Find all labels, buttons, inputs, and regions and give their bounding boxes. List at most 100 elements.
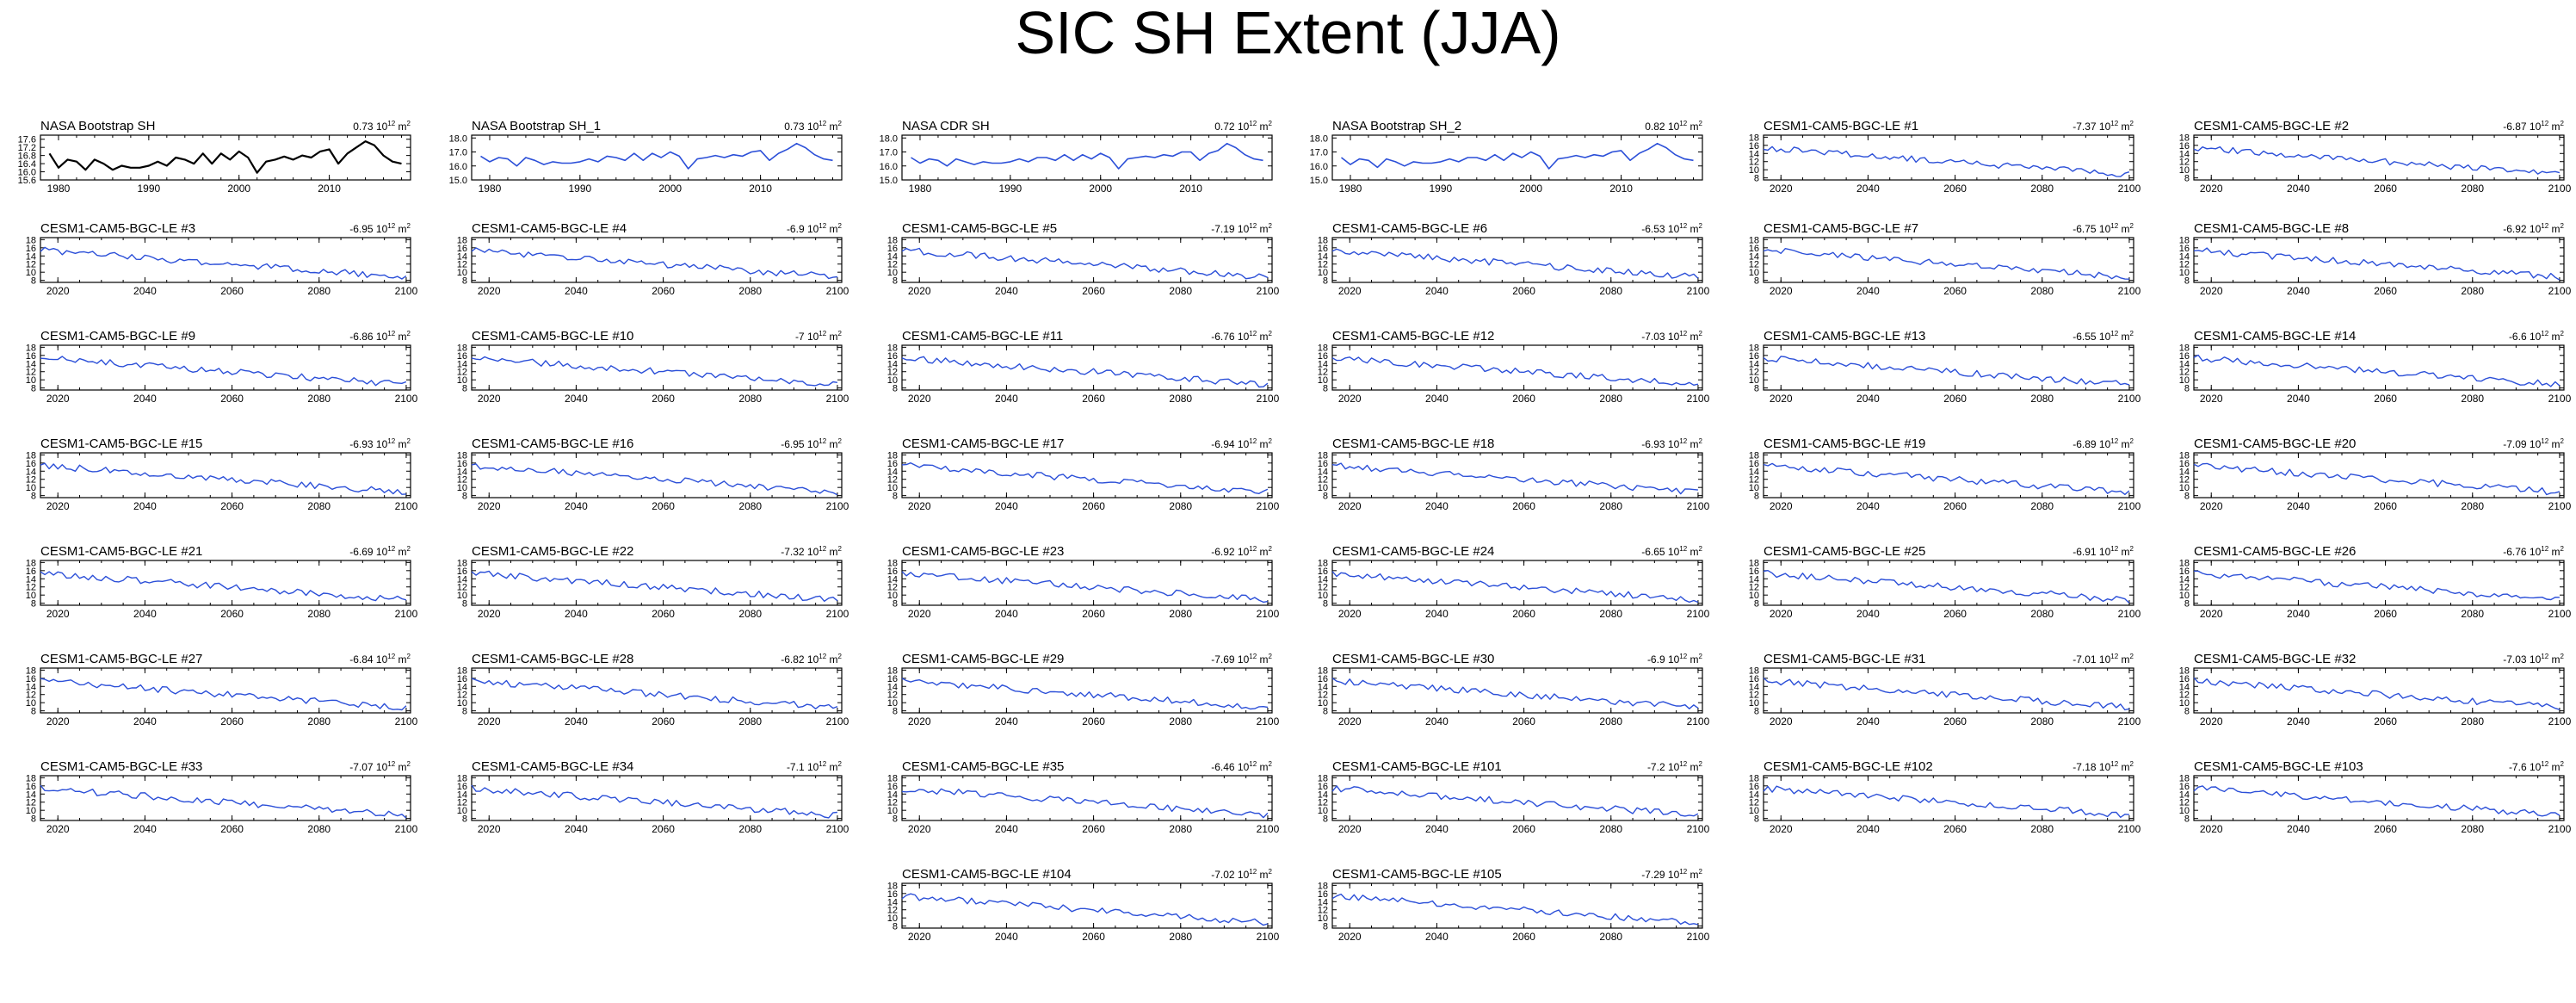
y-tick-label: 16 <box>1749 351 1759 362</box>
y-tick-label: 16 <box>1749 244 1759 254</box>
y-tick-label: 16 <box>2179 244 2190 254</box>
y-tick-label: 14 <box>26 682 36 692</box>
panel-title: CESM1-CAM5-BGC-LE #9 <box>40 329 195 344</box>
y-tick-label: 18 <box>2179 450 2190 461</box>
y-tick-label: 18 <box>1749 773 1759 783</box>
trend-label: -6.55 1012 m2 <box>2073 330 2134 343</box>
trend-label: -7.37 1012 m2 <box>2073 120 2134 133</box>
trend-label: -6.95 1012 m2 <box>781 437 842 450</box>
x-tick-label: 2040 <box>565 500 588 512</box>
trend-label: -7.03 1012 m2 <box>2503 653 2564 666</box>
y-tick-label: 10 <box>26 483 36 493</box>
x-tick-label: 2020 <box>1338 715 1362 727</box>
plot-frame <box>2193 452 2565 498</box>
x-tick-label: 2060 <box>220 393 244 405</box>
y-tick-label: 14 <box>26 467 36 477</box>
x-tick-label: 2000 <box>658 183 682 195</box>
plot-frame <box>471 775 843 821</box>
y-tick-label: 18 <box>457 666 467 676</box>
y-tick-label: 18 <box>1318 773 1328 783</box>
series-line <box>2193 462 2561 496</box>
x-tick-label: 2100 <box>1687 715 1710 727</box>
y-tick-label: 10 <box>26 806 36 816</box>
panel-title: CESM1-CAM5-BGC-LE #1 <box>1764 119 1918 133</box>
x-tick-label: 2020 <box>908 500 931 512</box>
y-tick-label: 14 <box>887 682 898 692</box>
x-tick-label: 2080 <box>2461 608 2484 620</box>
y-tick-label: 14 <box>1749 251 1759 262</box>
trend-label: -6.92 1012 m2 <box>1211 545 1272 558</box>
panel-title: CESM1-CAM5-BGC-LE #20 <box>2194 436 2356 451</box>
x-tick-label: 2040 <box>133 608 157 620</box>
y-tick-label: 14 <box>1318 897 1328 907</box>
y-tick-label: 10 <box>457 375 467 386</box>
y-tick-label: 16 <box>1318 567 1328 577</box>
y-tick-label: 10 <box>457 483 467 493</box>
x-tick-label: 2060 <box>1512 715 1535 727</box>
series-line <box>471 678 838 709</box>
chart-panel-member-5: CESM1-CAM5-BGC-LE #5 -7.19 1012 m2 2020 204… <box>887 221 1280 297</box>
x-tick-label: 1980 <box>479 183 502 195</box>
plot-frame <box>1763 134 2134 181</box>
trend-label: -6.91 1012 m2 <box>2073 545 2134 558</box>
series-line <box>1763 356 2130 386</box>
x-tick-label: 2100 <box>2548 823 2572 835</box>
y-tick-label: 16 <box>1318 889 1328 900</box>
y-tick-label: 12 <box>26 798 36 808</box>
x-tick-label: 2020 <box>2200 285 2223 297</box>
y-tick-label: 10 <box>26 698 36 709</box>
plot-frame <box>40 134 411 181</box>
y-tick-label: 12 <box>1749 368 1759 378</box>
panel-title: CESM1-CAM5-BGC-LE #19 <box>1764 436 1925 451</box>
trend-label: -7.01 1012 m2 <box>2073 653 2134 666</box>
y-tick-label: 18 <box>2179 133 2190 143</box>
panel-title: NASA Bootstrap SH <box>40 119 155 133</box>
series-line <box>2193 570 2560 601</box>
series-line <box>1331 785 1699 817</box>
x-tick-label: 2040 <box>1425 823 1449 835</box>
y-tick-label: 16 <box>457 567 467 577</box>
x-tick-label: 2060 <box>1082 393 1105 405</box>
x-tick-label: 2100 <box>826 285 849 297</box>
y-tick-label: 14 <box>1749 467 1759 477</box>
x-tick-label: 2020 <box>908 715 931 727</box>
x-tick-label: 2040 <box>133 715 157 727</box>
x-tick-label: 2000 <box>227 183 250 195</box>
y-tick-label: 10 <box>457 591 467 601</box>
chart-panel-member-13: CESM1-CAM5-BGC-LE #13 -6.55 1012 m2 2020 20… <box>1749 329 2141 405</box>
x-tick-label: 2060 <box>1943 823 1967 835</box>
panel-title: CESM1-CAM5-BGC-LE #21 <box>40 544 202 559</box>
x-tick-label: 2100 <box>2548 500 2572 512</box>
y-tick-label: 12 <box>26 690 36 701</box>
series-line <box>1331 678 1699 709</box>
x-tick-label: 2060 <box>652 715 675 727</box>
x-tick-label: 2040 <box>133 500 157 512</box>
y-tick-label: 8 <box>1323 384 1328 394</box>
x-tick-label: 2040 <box>995 931 1018 943</box>
x-tick-label: 2010 <box>1609 183 1633 195</box>
y-tick-label: 16 <box>887 674 898 684</box>
chart-panel-member-19: CESM1-CAM5-BGC-LE #19 -6.89 1012 m2 2020 20… <box>1749 436 2141 512</box>
x-tick-label: 2100 <box>1257 393 1280 405</box>
y-tick-label: 10 <box>2179 268 2190 278</box>
x-tick-label: 2100 <box>826 500 849 512</box>
x-tick-label: 2100 <box>1687 393 1710 405</box>
y-tick-label: 16 <box>26 567 36 577</box>
panel-title: NASA Bootstrap SH_2 <box>1332 119 1461 133</box>
x-tick-label: 2040 <box>1425 715 1449 727</box>
x-tick-label: 2040 <box>565 393 588 405</box>
chart-panel-member-32: CESM1-CAM5-BGC-LE #32 -7.03 1012 m2 2020 20… <box>2179 652 2572 727</box>
trend-label: -7.09 1012 m2 <box>2503 437 2564 450</box>
x-tick-label: 2040 <box>2287 285 2310 297</box>
series-line <box>1331 462 1698 495</box>
series-line <box>901 788 1269 819</box>
panel-title: CESM1-CAM5-BGC-LE #31 <box>1764 652 1925 666</box>
x-tick-label: 2020 <box>1770 608 1793 620</box>
plot-frame <box>471 560 843 606</box>
y-tick-label: 18 <box>1318 343 1328 353</box>
plot-frame <box>1331 134 1703 181</box>
series-line <box>901 356 1269 388</box>
y-tick-label: 16 <box>887 244 898 254</box>
x-tick-label: 2060 <box>220 285 244 297</box>
y-tick-label: 8 <box>1323 276 1328 287</box>
